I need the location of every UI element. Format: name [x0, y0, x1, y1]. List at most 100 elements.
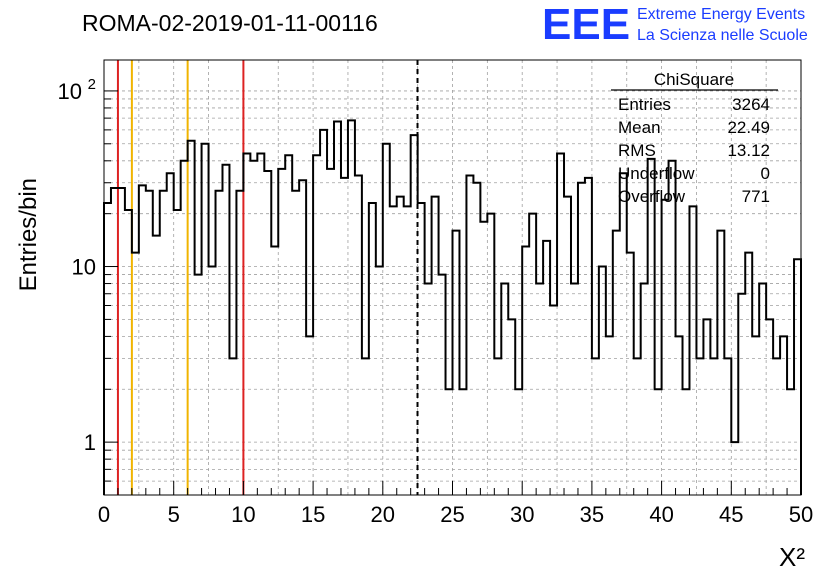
histogram-bin	[278, 169, 285, 495]
histogram-bin	[571, 284, 578, 495]
stats-row-value: 13.12	[727, 141, 770, 160]
histogram-bin	[411, 135, 418, 495]
histogram-bin	[613, 231, 620, 495]
histogram-bin	[397, 197, 404, 495]
stats-row-value: 3264	[732, 95, 770, 114]
histogram-bin	[446, 389, 453, 495]
histogram-bin	[787, 389, 794, 495]
histogram-bin	[689, 206, 696, 495]
logo-mark: EEE	[542, 0, 630, 49]
histogram-bin	[641, 284, 648, 495]
histogram-bin	[466, 175, 473, 495]
vertical-markers	[116, 60, 419, 495]
histogram-bin	[425, 284, 432, 495]
logo-line1: Extreme Energy Events	[637, 6, 805, 23]
stats-row-value: 771	[742, 187, 770, 206]
histogram-bin	[146, 191, 153, 495]
x-tick-label: 0	[98, 502, 110, 527]
histogram-bin	[592, 358, 599, 495]
histogram-bin	[188, 141, 195, 495]
histogram-bin	[683, 389, 690, 495]
y-tick-label: 1	[84, 430, 96, 455]
histogram-bin	[334, 121, 341, 495]
axis-tick-labels: 0 5 10 15 20 25 30 35 40 45 50 1 10 10 2	[58, 76, 814, 527]
histogram-bin	[676, 336, 683, 495]
histogram-bin	[299, 180, 306, 495]
histogram-bin	[745, 253, 752, 495]
stats-title: ChiSquare	[654, 70, 734, 89]
stats-row-value: 0	[761, 164, 770, 183]
x-tick-label: 40	[649, 502, 673, 527]
histogram-bin	[634, 358, 641, 495]
histogram-bin	[306, 336, 313, 495]
histogram-bin	[529, 214, 536, 495]
histogram-bin	[236, 191, 243, 495]
axis-ticks	[103, 90, 802, 496]
x-tick-label: 50	[789, 502, 813, 527]
histogram-bin	[508, 319, 515, 495]
histogram-bin	[153, 236, 160, 495]
x-tick-label: 35	[580, 502, 604, 527]
histogram-bin	[536, 284, 543, 495]
logo: EEE Extreme Energy Events La Scienza nel…	[542, 0, 808, 49]
stats-box: ChiSquare Entries 3264 Mean 22.49 RMS 13.12 Un…	[611, 70, 778, 206]
y-tick-label-exponent: 2	[88, 76, 96, 93]
histogram-bin	[376, 267, 383, 495]
x-tick-label: 25	[440, 502, 464, 527]
histogram-bin	[780, 336, 787, 495]
histogram-bin	[111, 188, 118, 495]
histogram-bin	[515, 389, 522, 495]
histogram-bin	[578, 183, 585, 495]
histogram-bin	[522, 247, 529, 495]
histogram-bin	[585, 178, 592, 495]
histogram-bin	[181, 161, 188, 495]
histogram-bin	[271, 247, 278, 495]
histogram-bin	[139, 185, 146, 495]
histogram-bin	[257, 154, 264, 495]
stats-row-label: Overflow	[618, 187, 686, 206]
histogram-bin	[655, 389, 662, 495]
histogram-bin	[794, 259, 801, 495]
histogram-bin	[250, 161, 257, 495]
histogram-bin	[404, 206, 411, 495]
histogram-bin	[662, 200, 669, 495]
chart-title: ROMA-02-2019-01-11-00116	[82, 10, 378, 36]
histogram-bin	[599, 267, 606, 495]
stats-row-label: Mean	[618, 118, 661, 137]
histogram-bin	[620, 173, 627, 495]
histogram-bin	[669, 161, 676, 495]
histogram-bin	[264, 171, 271, 495]
stats-row-label: Underflow	[618, 164, 695, 183]
y-tick-label: 10	[58, 79, 82, 104]
histogram-bin	[648, 159, 655, 495]
histogram-bin	[174, 210, 181, 495]
x-tick-label: 10	[231, 502, 255, 527]
histogram-bin	[222, 165, 229, 495]
histogram-bin	[209, 267, 216, 495]
histogram-bin	[557, 154, 564, 495]
histogram	[103, 119, 802, 495]
histogram-bin	[543, 241, 550, 495]
histogram-bin	[369, 203, 376, 495]
y-axis-label: Entries/bin	[15, 178, 42, 291]
histogram-bin	[696, 358, 703, 495]
histogram-bin	[216, 191, 223, 495]
stats-row-label: RMS	[618, 141, 656, 160]
histogram-bin	[229, 358, 236, 495]
histogram-bin	[132, 253, 139, 495]
stats-row-label: Entries	[618, 95, 671, 114]
x-tick-label: 5	[168, 502, 180, 527]
histogram-bin	[606, 336, 613, 495]
histogram-bin	[717, 231, 724, 495]
histogram-bin	[759, 284, 766, 495]
histogram-bin	[160, 191, 167, 495]
histogram-bin	[752, 336, 759, 495]
histogram-bin	[627, 253, 634, 495]
histogram-bin	[432, 197, 439, 495]
histogram-bin	[501, 284, 508, 495]
histogram-bin	[473, 183, 480, 495]
histogram-bin	[383, 144, 390, 495]
x-tick-label: 30	[510, 502, 534, 527]
histogram-bin	[390, 206, 397, 495]
